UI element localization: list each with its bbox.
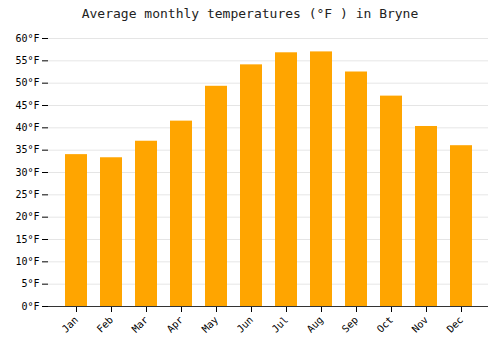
svg-text:35°F: 35°F xyxy=(15,144,39,155)
svg-text:30°F: 30°F xyxy=(15,167,39,178)
svg-text:Feb: Feb xyxy=(95,314,116,335)
svg-text:45°F: 45°F xyxy=(15,100,39,111)
svg-text:Dec: Dec xyxy=(445,314,466,335)
svg-text:Aug: Aug xyxy=(305,314,326,335)
svg-text:25°F: 25°F xyxy=(15,189,39,200)
html-text:Average monthly temperatures (: Average monthly temperatures (°F ) in Br… xyxy=(81,6,419,21)
svg-text:Apr: Apr xyxy=(165,314,186,335)
svg-text:Sep: Sep xyxy=(340,314,361,335)
svg-text:Jul: Jul xyxy=(270,314,291,335)
svg-text:Mar: Mar xyxy=(130,314,151,335)
svg-text:40°F: 40°F xyxy=(15,122,39,133)
svg-text:10°F: 10°F xyxy=(15,256,39,267)
svg-text:5°F: 5°F xyxy=(21,278,39,289)
svg-text:20°F: 20°F xyxy=(15,211,39,222)
svg-text:Jan: Jan xyxy=(60,314,81,335)
svg-text:15°F: 15°F xyxy=(15,234,39,245)
svg-text:Nov: Nov xyxy=(410,314,431,335)
svg-text:0°F: 0°F xyxy=(21,301,39,312)
svg-text:50°F: 50°F xyxy=(15,77,39,88)
svg-text:Oct: Oct xyxy=(375,314,396,335)
svg-text:55°F: 55°F xyxy=(15,55,39,66)
svg-text:60°F: 60°F xyxy=(15,33,39,44)
svg-text:May: May xyxy=(200,314,221,335)
svg-text:Jun: Jun xyxy=(235,314,256,335)
